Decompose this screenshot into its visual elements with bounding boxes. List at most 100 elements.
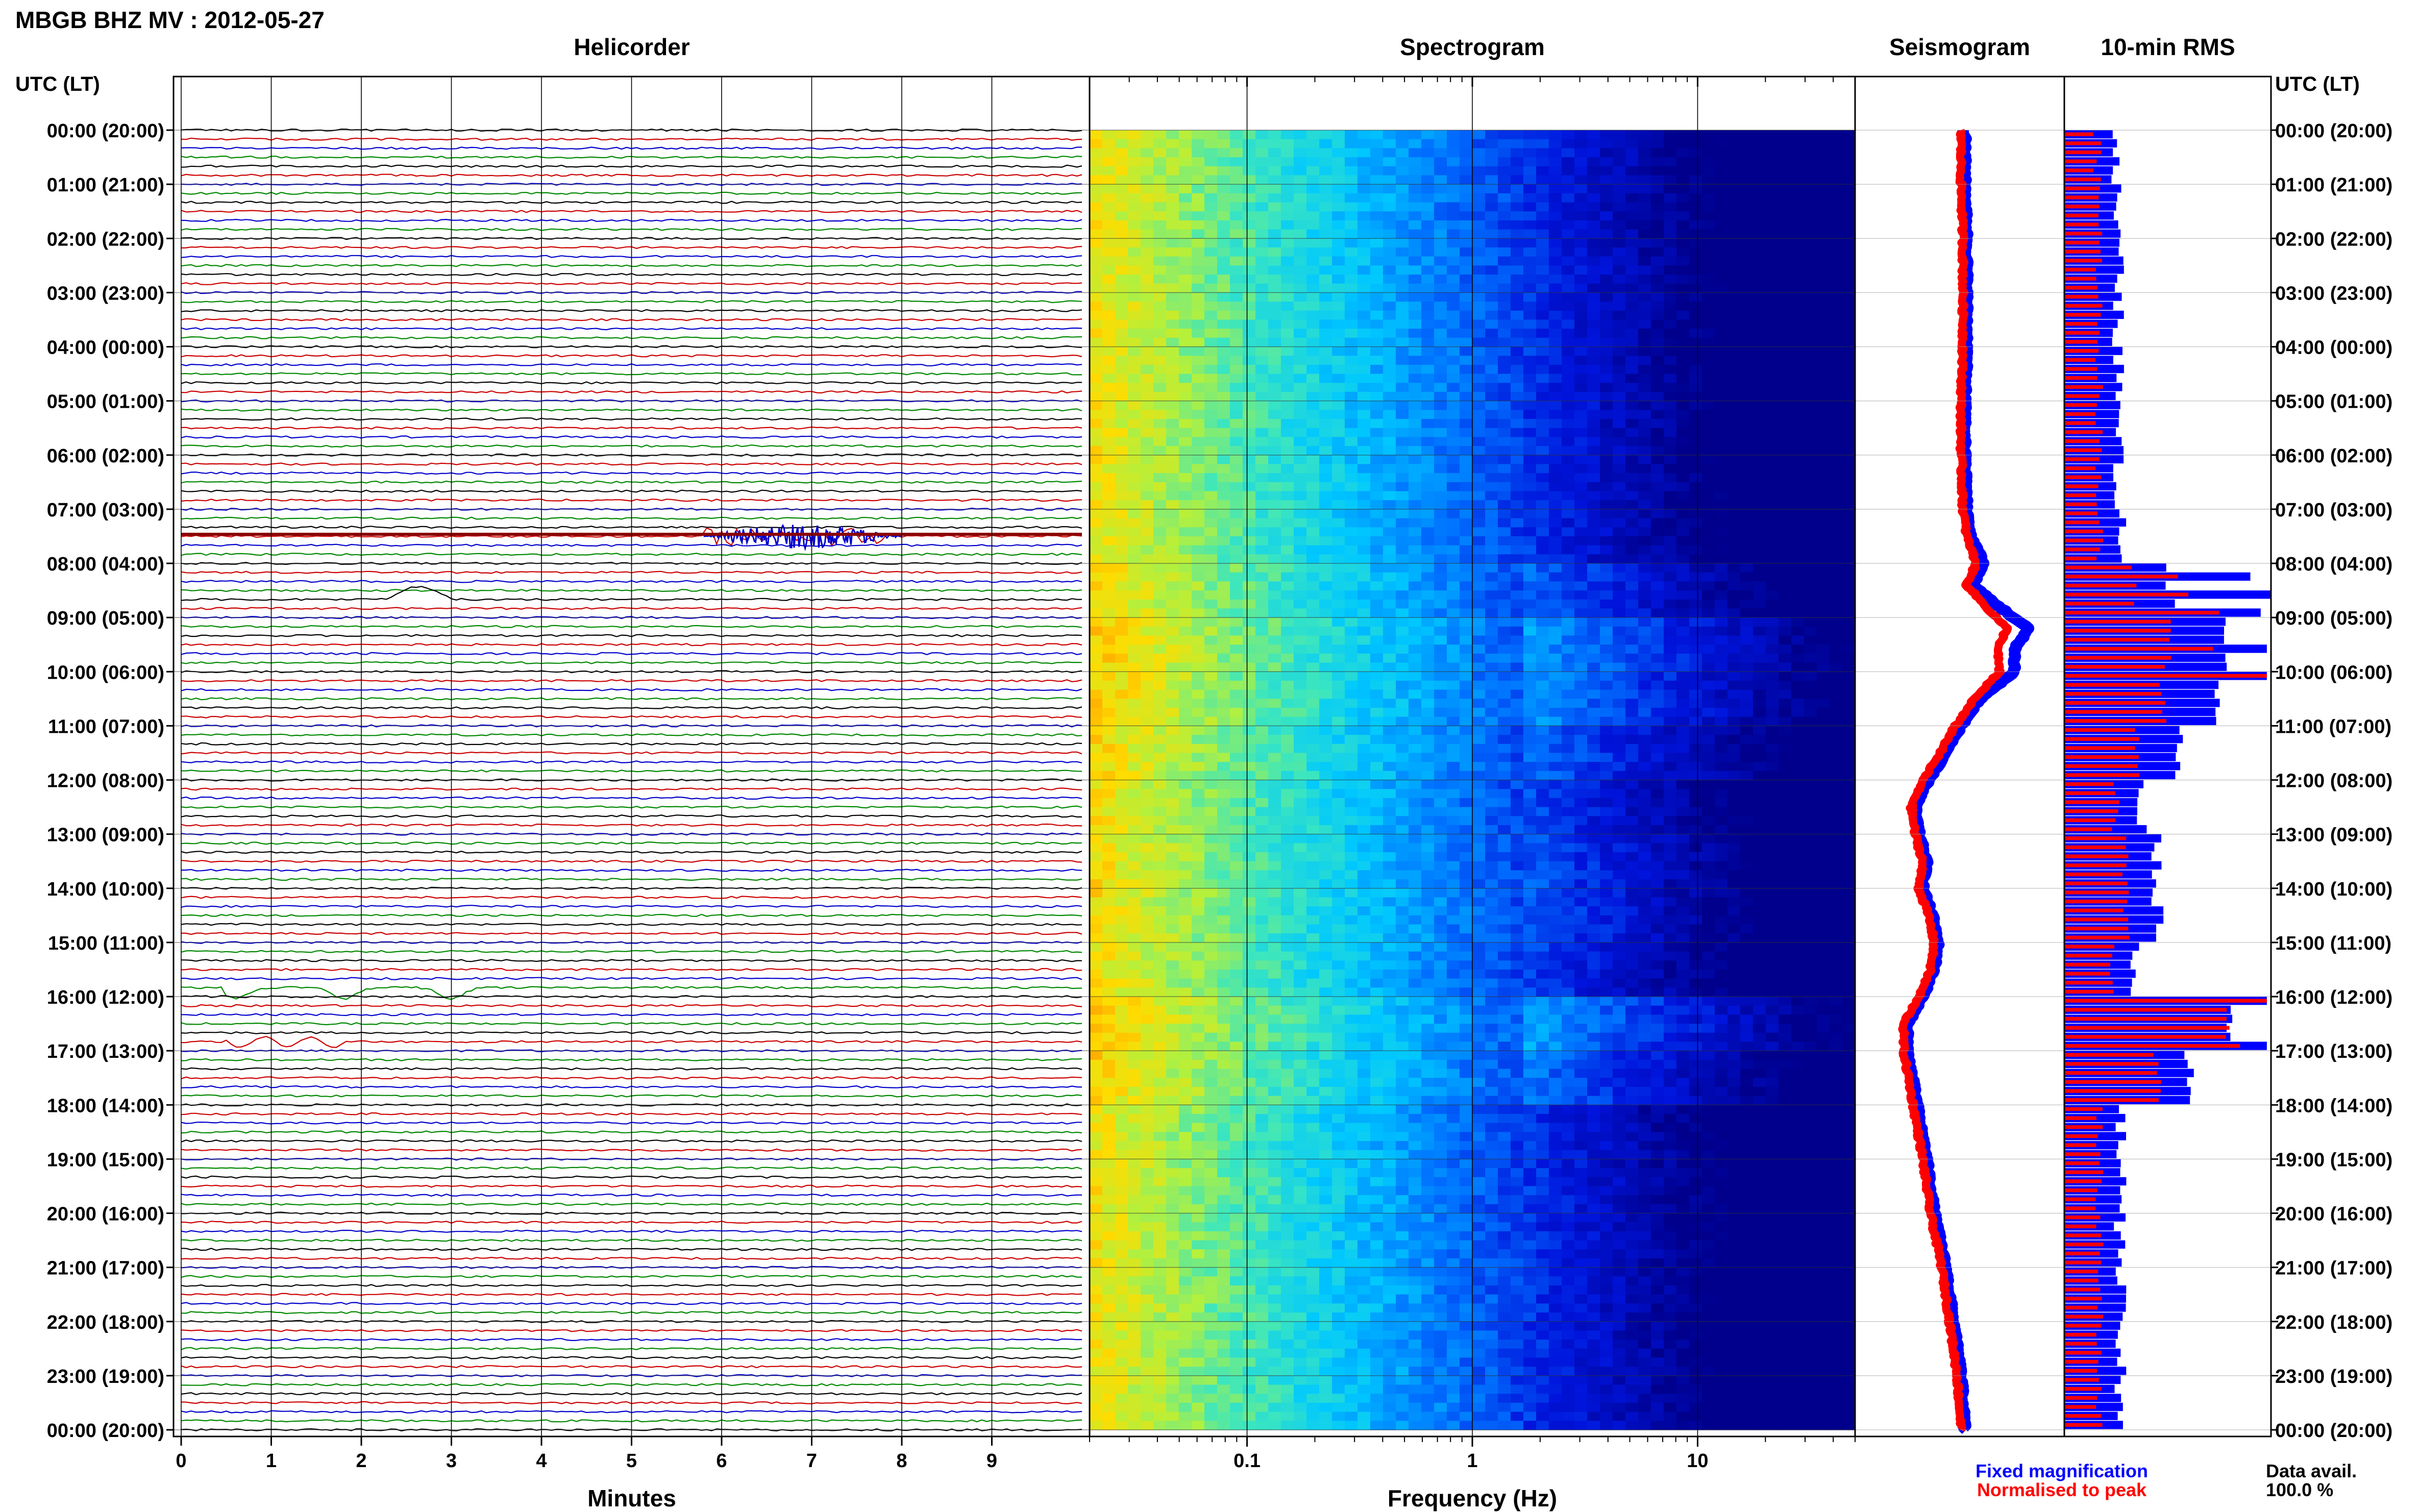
spectrogram-cell bbox=[1830, 356, 1843, 365]
spectrogram-cell bbox=[1587, 708, 1600, 717]
spectrogram-cell bbox=[1268, 816, 1281, 826]
spectrogram-cell bbox=[1166, 356, 1179, 365]
spectrogram-cell bbox=[1217, 401, 1230, 410]
spectrogram-cell bbox=[1485, 193, 1498, 203]
spectrogram-cell bbox=[1179, 302, 1192, 311]
spectrogram-cell bbox=[1217, 337, 1230, 348]
spectrogram-cell bbox=[1676, 175, 1690, 185]
spectrogram-cell bbox=[1357, 645, 1371, 654]
spectrogram-cell bbox=[1587, 635, 1600, 645]
spectrogram-cell bbox=[1574, 789, 1588, 799]
spectrogram-cell bbox=[1664, 500, 1677, 510]
spectrogram-cell bbox=[1511, 346, 1524, 356]
spectrogram-cell bbox=[1613, 383, 1626, 392]
spectrogram-cell bbox=[1842, 211, 1855, 221]
spectrogram-cell bbox=[1498, 374, 1511, 383]
spectrogram-cell bbox=[1523, 771, 1537, 781]
spectrogram-cell bbox=[1740, 337, 1754, 348]
spectrogram-cell bbox=[1217, 798, 1230, 808]
spectrogram-cell bbox=[1472, 310, 1486, 320]
spectrogram-cell bbox=[1141, 680, 1154, 690]
spectrogram-cell bbox=[1625, 509, 1639, 519]
spectrogram-cell bbox=[1766, 193, 1779, 203]
spectrogram-cell bbox=[1472, 464, 1486, 474]
spectrogram-cell bbox=[1192, 798, 1205, 808]
spectrogram-cell bbox=[1549, 265, 1562, 275]
spectrogram-cell bbox=[1090, 716, 1103, 726]
spectrogram-cell bbox=[1779, 626, 1792, 636]
spectrogram-cell bbox=[1779, 753, 1792, 762]
spectrogram-cell bbox=[1128, 302, 1141, 311]
spectrogram-cell bbox=[1179, 753, 1192, 762]
spectrogram-cell bbox=[1128, 653, 1141, 663]
spectrogram-cell bbox=[1345, 310, 1358, 320]
spectrogram-cell bbox=[1511, 554, 1524, 564]
spectrogram-cell bbox=[1230, 302, 1243, 311]
spectrogram-cell bbox=[1727, 184, 1741, 194]
spectrogram-cell bbox=[1409, 716, 1422, 726]
spectrogram-cell bbox=[1345, 518, 1358, 528]
spectrogram-cell bbox=[1536, 708, 1549, 717]
spectrogram-cell bbox=[1370, 238, 1384, 248]
spectrogram-cell bbox=[1472, 193, 1486, 203]
spectrogram-cell bbox=[1115, 771, 1128, 781]
spectrogram-cell bbox=[1090, 825, 1103, 835]
spectrogram-cell bbox=[1753, 518, 1766, 528]
spectrogram-cell bbox=[1727, 735, 1741, 745]
spectrogram-cell bbox=[1574, 500, 1588, 510]
spectrogram-cell bbox=[1294, 455, 1307, 465]
spectrogram-cell bbox=[1830, 563, 1843, 573]
spectrogram-cell bbox=[1740, 789, 1754, 799]
spectrogram-cell bbox=[1702, 635, 1715, 645]
spectrogram-cell bbox=[1817, 581, 1830, 591]
spectrogram-cell bbox=[1613, 852, 1626, 862]
spectrogram-cell bbox=[1383, 581, 1396, 591]
spectrogram-cell bbox=[1830, 139, 1843, 148]
spectrogram-cell bbox=[1370, 374, 1384, 383]
spectrogram-cell bbox=[1740, 464, 1754, 474]
spectrogram-cell bbox=[1689, 356, 1702, 365]
spectrogram-cell bbox=[1332, 617, 1345, 627]
spectrogram-cell bbox=[1281, 437, 1294, 447]
spectrogram-cell bbox=[1141, 346, 1154, 356]
spectrogram-cell bbox=[1562, 509, 1575, 519]
spectrogram-cell bbox=[1447, 743, 1460, 754]
spectrogram-cell bbox=[1625, 500, 1639, 510]
spectrogram-cell bbox=[1319, 356, 1332, 365]
spectrogram-cell bbox=[1740, 356, 1754, 365]
spectrogram-cell bbox=[1383, 464, 1396, 474]
spectrogram-cell bbox=[1562, 689, 1575, 699]
spectrogram-cell bbox=[1396, 662, 1409, 672]
spectrogram-cell bbox=[1102, 870, 1116, 880]
spectrogram-cell bbox=[1370, 816, 1384, 826]
spectrogram-cell bbox=[1676, 428, 1690, 437]
spectrogram-cell bbox=[1128, 816, 1141, 826]
spectrogram-cell bbox=[1664, 319, 1677, 329]
spectrogram-cell bbox=[1766, 672, 1779, 681]
spectrogram-cell bbox=[1715, 680, 1728, 690]
spectrogram-cell bbox=[1600, 626, 1613, 636]
spectrogram-cell bbox=[1664, 653, 1677, 663]
spectrogram-cell bbox=[1357, 653, 1371, 663]
spectrogram-cell bbox=[1217, 590, 1230, 600]
spectrogram-cell bbox=[1090, 870, 1103, 880]
spectrogram-cell bbox=[1664, 861, 1677, 871]
spectrogram-cell bbox=[1243, 653, 1256, 663]
spectrogram-cell bbox=[1779, 130, 1792, 140]
spectrogram-cell bbox=[1383, 753, 1396, 762]
spectrogram-cell bbox=[1243, 789, 1256, 799]
spectrogram-cell bbox=[1230, 581, 1243, 591]
spectrogram-cell bbox=[1090, 364, 1103, 375]
spectrogram-cell bbox=[1294, 771, 1307, 781]
spectrogram-cell bbox=[1230, 536, 1243, 546]
spectrogram-cell bbox=[1664, 590, 1677, 600]
spectrogram-cell bbox=[1383, 626, 1396, 636]
spectrogram-cell bbox=[1141, 211, 1154, 221]
spectrogram-cell bbox=[1638, 265, 1651, 275]
spectrogram-cell bbox=[1357, 509, 1371, 519]
spectrogram-cell bbox=[1613, 834, 1626, 844]
spectrogram-cell bbox=[1396, 383, 1409, 392]
spectrogram-cell bbox=[1702, 220, 1715, 230]
spectrogram-cell bbox=[1383, 816, 1396, 826]
spectrogram-cell bbox=[1460, 708, 1473, 717]
